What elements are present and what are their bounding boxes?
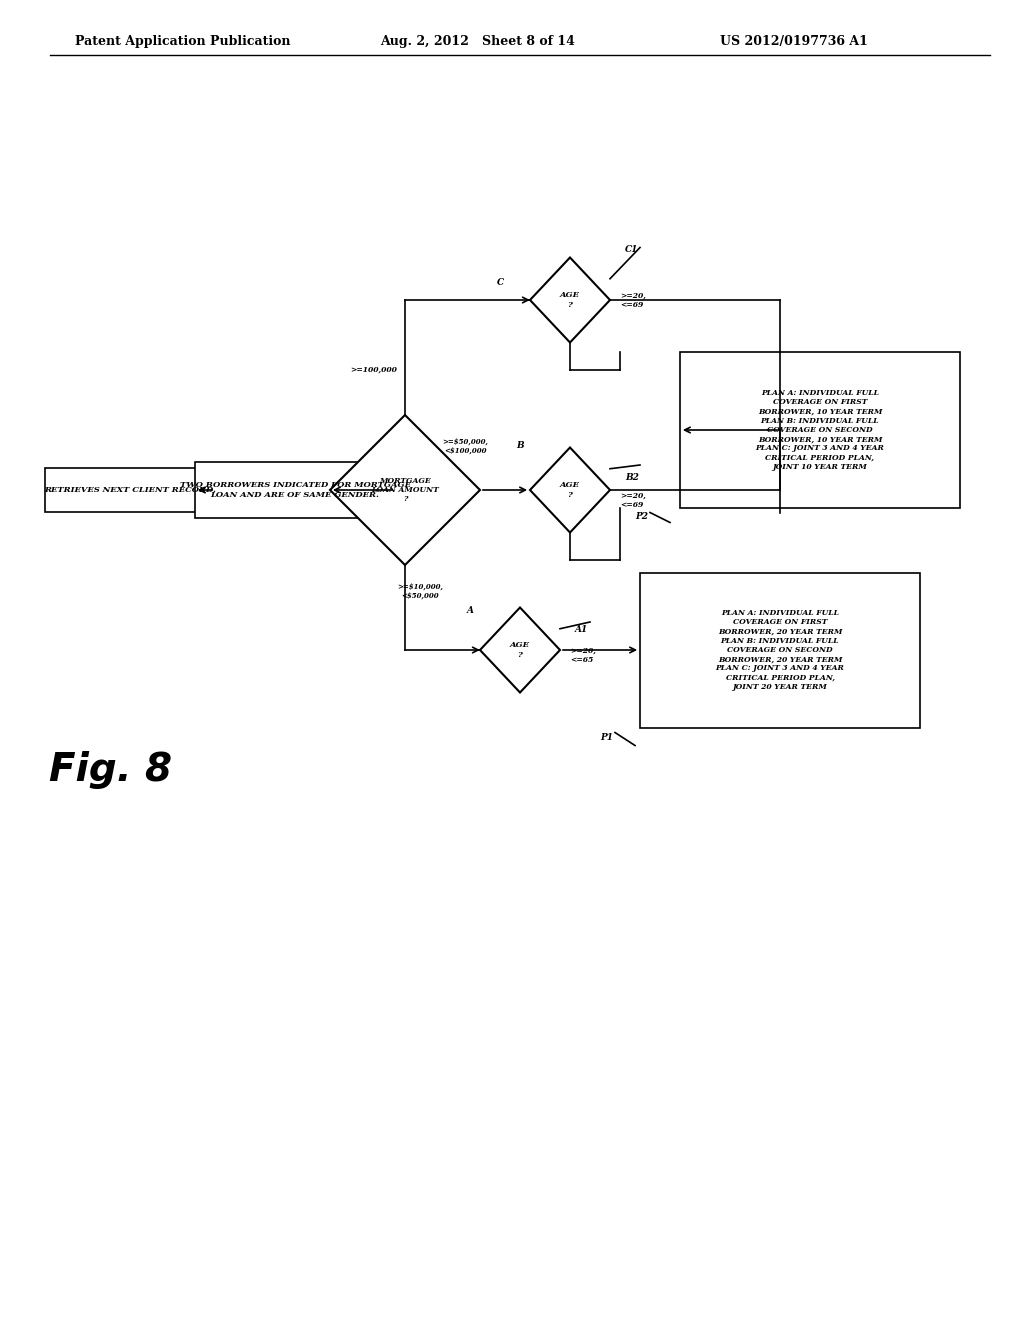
Text: >=20,
<=65: >=20, <=65 [570,647,596,664]
Text: AGE
?: AGE ? [510,642,530,659]
Text: US 2012/0197736 A1: US 2012/0197736 A1 [720,36,868,48]
Text: >=100,000: >=100,000 [350,366,397,374]
Text: Fig. 8: Fig. 8 [48,751,171,789]
Text: C: C [497,279,504,286]
Text: C1: C1 [625,246,638,255]
Text: B: B [516,441,524,450]
Text: >=$10,000,
<$50,000: >=$10,000, <$50,000 [397,583,443,601]
Text: AGE
?: AGE ? [560,482,580,499]
Text: PLAN A: INDIVIDUAL FULL
COVERAGE ON FIRST
BORROWER, 20 YEAR TERM
PLAN B: INDIVID: PLAN A: INDIVIDUAL FULL COVERAGE ON FIRS… [716,610,845,690]
Text: P1: P1 [600,733,613,742]
Text: Aug. 2, 2012   Sheet 8 of 14: Aug. 2, 2012 Sheet 8 of 14 [380,36,574,48]
Text: >=20,
<=69: >=20, <=69 [620,491,646,508]
Text: B2: B2 [625,473,639,482]
Text: MORTGAGE
LOAN AMOUNT
?: MORTGAGE LOAN AMOUNT ? [371,477,439,503]
Text: Patent Application Publication: Patent Application Publication [75,36,291,48]
Text: RETRIEVES NEXT CLIENT RECORD.: RETRIEVES NEXT CLIENT RECORD. [44,486,216,494]
Text: >=20,
<=69: >=20, <=69 [620,292,646,309]
Text: A: A [467,606,473,615]
FancyBboxPatch shape [45,467,215,512]
FancyBboxPatch shape [680,352,959,507]
Text: A1: A1 [575,624,588,634]
Text: P2: P2 [635,512,648,521]
Text: AGE
?: AGE ? [560,292,580,309]
FancyBboxPatch shape [195,462,395,517]
FancyBboxPatch shape [640,573,920,727]
Text: >=$50,000,
<$100,000: >=$50,000, <$100,000 [442,438,488,455]
Polygon shape [530,257,610,342]
Polygon shape [480,607,560,693]
Text: TWO BORROWERS INDICATED FOR MORTGAGE
LOAN AND ARE OF SAME GENDER.: TWO BORROWERS INDICATED FOR MORTGAGE LOA… [179,482,411,499]
Polygon shape [530,447,610,532]
Text: PLAN A: INDIVIDUAL FULL
COVERAGE ON FIRST
BORROWER, 10 YEAR TERM
PLAN B: INDIVID: PLAN A: INDIVIDUAL FULL COVERAGE ON FIRS… [756,389,885,471]
Polygon shape [330,414,480,565]
